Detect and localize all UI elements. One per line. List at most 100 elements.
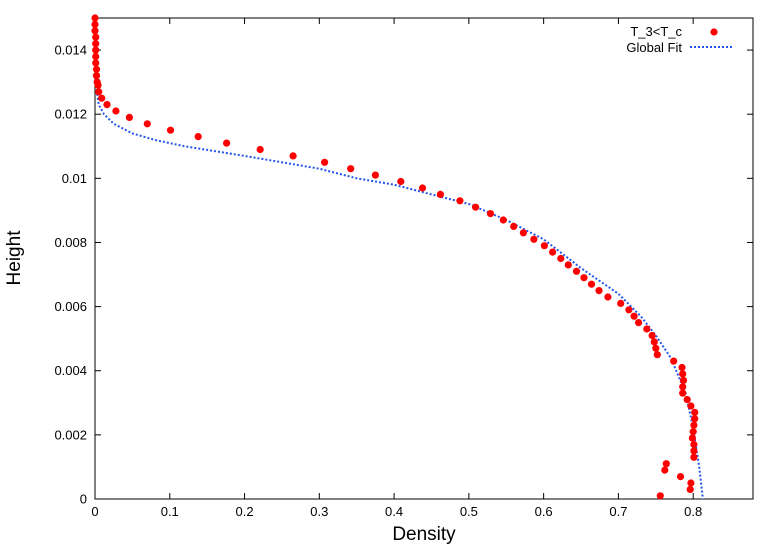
data-point bbox=[595, 287, 603, 295]
data-point bbox=[92, 72, 101, 80]
data-point bbox=[670, 357, 678, 365]
x-tick-label: 0 bbox=[91, 504, 98, 519]
y-axis-title: Height bbox=[4, 230, 25, 286]
data-point bbox=[686, 485, 694, 493]
data-point bbox=[91, 14, 99, 22]
data-point bbox=[653, 351, 661, 359]
y-tick-label: 0 bbox=[80, 492, 87, 507]
data-point bbox=[112, 107, 120, 115]
data-point bbox=[347, 165, 355, 173]
data-point bbox=[256, 145, 264, 154]
data-point bbox=[690, 447, 698, 455]
legend: T_3<T_c Global Fit bbox=[626, 24, 733, 55]
x-axis-title: Density bbox=[392, 524, 456, 545]
data-point bbox=[92, 46, 100, 54]
data-point bbox=[549, 248, 557, 256]
legend-label-series-2: Global Fit bbox=[626, 40, 682, 55]
x-tick-label: 0.2 bbox=[236, 504, 254, 519]
data-point bbox=[194, 133, 202, 141]
y-tick-label: 0.006 bbox=[54, 299, 87, 314]
data-point bbox=[472, 203, 480, 211]
data-point bbox=[95, 88, 103, 96]
data-point bbox=[98, 94, 106, 102]
data-point bbox=[679, 376, 688, 384]
data-point bbox=[580, 274, 588, 282]
data-point bbox=[617, 299, 625, 307]
y-tick-label: 0.008 bbox=[54, 235, 87, 250]
data-point bbox=[625, 306, 633, 314]
data-point bbox=[103, 101, 111, 109]
data-point bbox=[557, 254, 565, 263]
data-point bbox=[676, 473, 685, 481]
data-point bbox=[689, 428, 697, 436]
data-point bbox=[643, 325, 651, 333]
data-point bbox=[499, 216, 507, 224]
data-point bbox=[679, 389, 687, 397]
fit-layer bbox=[94, 17, 704, 500]
x-tick-label: 0.5 bbox=[460, 504, 478, 519]
data-point bbox=[418, 184, 427, 192]
data-point bbox=[92, 59, 100, 67]
data-point bbox=[125, 113, 133, 121]
series-line-global-fit bbox=[94, 17, 704, 500]
axis-ticks: 0 0.1 0.2 0.3 0.4 0.5 0.6 0.7 0.8 0 0.002 0.004 0.00… bbox=[54, 18, 753, 519]
points-layer bbox=[91, 14, 699, 500]
data-point bbox=[94, 81, 102, 89]
data-point bbox=[530, 235, 538, 243]
data-point bbox=[683, 396, 691, 404]
data-point bbox=[691, 408, 699, 416]
data-point bbox=[652, 344, 660, 352]
data-point bbox=[656, 492, 664, 500]
data-point bbox=[690, 421, 698, 429]
x-tick-label: 0.3 bbox=[310, 504, 328, 519]
data-point bbox=[92, 40, 100, 48]
data-point bbox=[91, 20, 99, 28]
data-point bbox=[92, 52, 100, 61]
data-point bbox=[92, 33, 100, 41]
data-point bbox=[456, 197, 464, 205]
data-point bbox=[143, 120, 151, 128]
y-tick-label: 0.01 bbox=[62, 171, 87, 186]
data-point bbox=[687, 479, 695, 487]
x-tick-label: 0.1 bbox=[161, 504, 179, 519]
data-point bbox=[510, 222, 518, 230]
data-point bbox=[92, 65, 101, 73]
data-point bbox=[371, 171, 379, 179]
data-point bbox=[486, 210, 495, 218]
data-point bbox=[678, 363, 686, 372]
data-point bbox=[289, 152, 297, 160]
data-point bbox=[679, 370, 687, 378]
data-point bbox=[587, 280, 596, 288]
data-point bbox=[650, 338, 658, 346]
data-point bbox=[321, 158, 329, 166]
data-point bbox=[436, 190, 444, 198]
data-point bbox=[679, 383, 687, 391]
data-point bbox=[540, 242, 549, 250]
y-tick-label: 0.002 bbox=[54, 427, 87, 442]
data-point bbox=[662, 460, 670, 468]
data-point bbox=[572, 267, 581, 275]
data-point bbox=[223, 139, 231, 147]
data-point bbox=[691, 415, 699, 423]
data-point bbox=[688, 434, 697, 442]
data-point bbox=[687, 402, 695, 410]
x-tick-label: 0.4 bbox=[385, 504, 403, 519]
data-point bbox=[397, 177, 405, 186]
data-point bbox=[604, 293, 612, 301]
y-tick-label: 0.004 bbox=[54, 363, 87, 378]
data-point bbox=[91, 27, 99, 35]
data-point bbox=[166, 126, 175, 134]
data-point bbox=[630, 312, 638, 320]
x-tick-label: 0.6 bbox=[535, 504, 553, 519]
data-point bbox=[661, 466, 669, 474]
legend-label-series-1: T_3<T_c bbox=[630, 24, 682, 39]
legend-marker-series-1 bbox=[710, 28, 718, 36]
data-point bbox=[635, 319, 643, 327]
x-tick-label: 0.7 bbox=[609, 504, 627, 519]
data-point bbox=[648, 331, 656, 340]
x-tick-label: 0.8 bbox=[684, 504, 702, 519]
plot-area-frame bbox=[94, 17, 754, 500]
data-point bbox=[519, 229, 528, 237]
data-point bbox=[690, 440, 698, 449]
